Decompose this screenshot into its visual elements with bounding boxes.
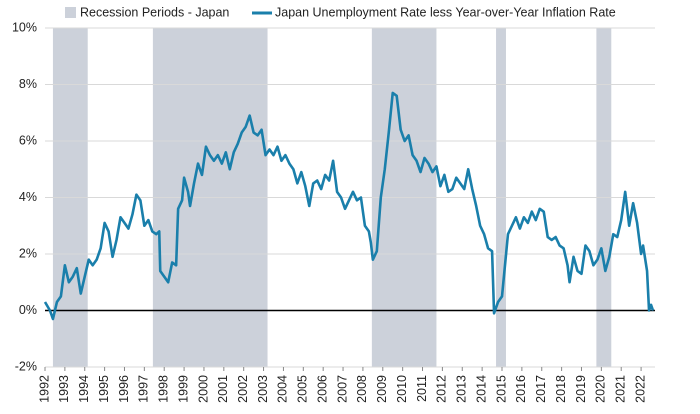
x-tick-label: 1997 [137,375,151,403]
x-tick-label: 2014 [474,375,488,403]
x-tick-label: 2012 [435,375,449,403]
x-tick-label: 1994 [77,375,91,403]
x-tick-label: 2010 [395,375,409,403]
x-tick-label: 2017 [534,375,548,403]
x-tick-label: 2018 [554,375,568,403]
legend-label: Recession Periods - Japan [80,5,229,19]
x-tick-label: 2009 [375,375,389,403]
x-tick-label: 1999 [176,375,190,403]
legend-swatch-shade [65,7,76,18]
x-tick-label: 1998 [157,375,171,403]
x-tick-label: 1996 [117,375,131,403]
x-tick-label: 2005 [296,375,310,403]
x-tick-label: 2007 [335,375,349,403]
y-tick-label: 8% [19,77,37,91]
x-tick-label: 2013 [455,375,469,403]
x-tick-label: 2003 [256,375,270,403]
x-tick-label: 1995 [97,375,111,403]
x-tick-label: 1993 [57,375,71,403]
y-tick-label: -2% [15,359,37,373]
data-line [43,91,655,321]
x-tick-label: 2000 [196,375,210,403]
x-tick-label: 2015 [494,375,508,403]
x-tick-label: 2022 [633,375,647,403]
y-tick-label: 10% [12,20,37,34]
x-tick-label: 2002 [236,375,250,403]
y-tick-label: 4% [19,190,37,204]
y-tick-label: 2% [19,246,37,260]
legend-label: Japan Unemployment Rate less Year-over-Y… [275,5,616,19]
x-tick-label: 2006 [315,375,329,403]
x-tick-label: 2008 [355,375,369,403]
x-tick-label: 2016 [514,375,528,403]
x-tick-label: 2021 [614,375,628,403]
y-tick-label: 6% [19,133,37,147]
x-tick-label: 1992 [37,375,51,403]
x-tick-label: 2004 [276,375,290,403]
x-tick-label: 2011 [415,375,429,402]
x-tick-label: 2019 [574,375,588,403]
x-tick-label: 2001 [216,375,230,403]
x-tick-label: 2020 [594,375,608,403]
y-tick-label: 0% [19,303,37,317]
